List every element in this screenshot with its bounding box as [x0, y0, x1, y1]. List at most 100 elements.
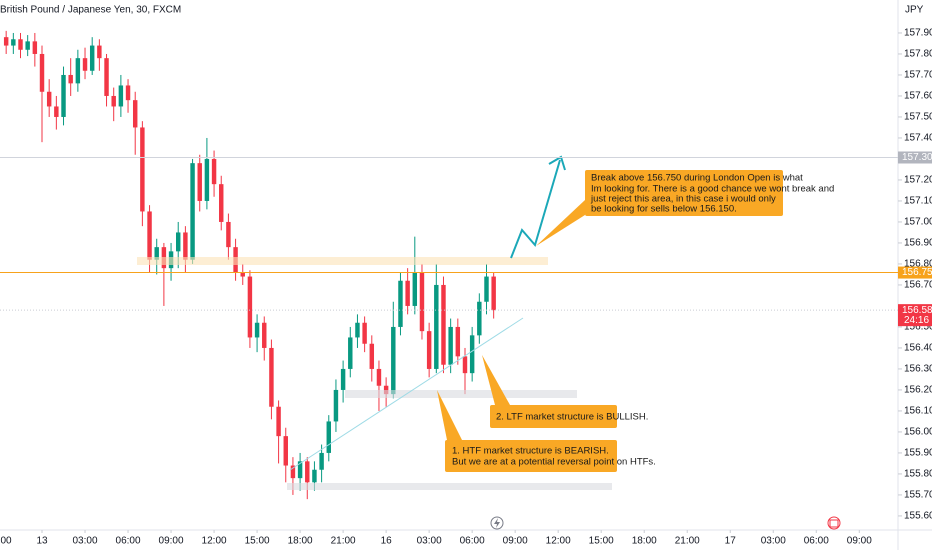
candle	[104, 53, 109, 107]
low-zone	[287, 483, 612, 490]
candle	[369, 335, 375, 382]
candle	[46, 79, 52, 117]
candle-body	[147, 211, 152, 260]
candle-body	[82, 58, 88, 71]
candle-body	[190, 163, 195, 260]
candle	[211, 150, 217, 197]
callout-box	[585, 170, 783, 216]
x-tick-label: 03:00	[417, 536, 442, 547]
candle	[240, 263, 245, 285]
candle	[376, 360, 382, 411]
x-tick-label: 09:00	[503, 536, 528, 547]
price-tag	[898, 151, 932, 164]
x-tick-label: 03:00	[73, 536, 98, 547]
candle	[54, 95, 59, 130]
candle	[477, 293, 482, 344]
callout-box	[445, 440, 617, 472]
projection-arrow	[510, 159, 561, 259]
candle-body	[477, 301, 482, 336]
candle	[426, 322, 432, 378]
candle-body	[369, 343, 375, 369]
candle	[190, 158, 195, 264]
candle-body	[68, 74, 73, 84]
candle	[355, 314, 360, 348]
candle	[262, 316, 267, 361]
candle-body	[118, 85, 124, 107]
annotation-text: be looking for sells below 156.150.	[591, 204, 737, 215]
annotation-text: just reject this area, in this case i wo…	[590, 194, 776, 205]
event-icon[interactable]	[490, 516, 504, 530]
y-tick-label: 155.900	[904, 448, 932, 459]
candle-body	[297, 461, 303, 479]
trendline	[289, 317, 524, 471]
candle-body	[111, 95, 116, 107]
candle	[75, 49, 81, 92]
x-tick-label: 15:00	[245, 536, 270, 547]
callout-pointer	[437, 390, 462, 440]
candle	[305, 457, 310, 500]
candle-body	[54, 106, 59, 117]
y-tick-label: 156.400	[904, 343, 932, 354]
candle	[319, 444, 324, 483]
candle-body	[419, 272, 425, 332]
y-tick-label: 156.900	[904, 238, 932, 249]
candle-body	[247, 276, 253, 338]
candle-body	[383, 385, 389, 395]
candle-body	[398, 280, 403, 327]
x-tick-label: 12:00	[546, 536, 571, 547]
candle-body	[484, 276, 489, 302]
x-tick-label: 21:00	[675, 536, 700, 547]
y-tick-label: 156.500	[904, 322, 932, 333]
candle-body	[240, 272, 245, 277]
candle	[204, 137, 210, 210]
x-tick-label: 00	[0, 536, 12, 547]
candle	[391, 301, 396, 399]
currency-label: JPY	[905, 5, 924, 16]
y-tick-label: 157.800	[904, 49, 932, 60]
candle	[412, 236, 418, 315]
y-tick-label: 157.600	[904, 91, 932, 102]
candle-body	[491, 276, 496, 311]
x-tick-label: 15:00	[589, 536, 614, 547]
candle-body	[434, 284, 439, 369]
price-tag	[898, 266, 932, 279]
candle-body	[3, 37, 9, 46]
x-tick-label: 06:00	[460, 536, 485, 547]
candle	[448, 318, 453, 374]
price-tag	[898, 304, 932, 327]
x-tick-label: 06:00	[804, 536, 829, 547]
candle-body	[455, 326, 461, 357]
candle-body	[469, 335, 475, 374]
x-tick-label: 09:00	[847, 536, 872, 547]
candle-body	[355, 322, 360, 338]
candle-body	[276, 406, 281, 437]
x-tick-label: 18:00	[288, 536, 313, 547]
candle	[68, 58, 73, 96]
annotation-text: 1. HTF market structure is BEARISH.	[452, 446, 609, 457]
candle	[419, 263, 425, 340]
annotation-text: Im looking for. There is a good chance w…	[591, 184, 834, 195]
candle-body	[448, 326, 453, 365]
candle-body	[319, 452, 324, 470]
candle-body	[11, 39, 16, 46]
y-tick-label: 156.300	[904, 364, 932, 375]
candle	[455, 318, 461, 365]
candle-body	[104, 58, 109, 96]
candle	[32, 32, 38, 67]
candle	[61, 66, 66, 126]
candle-body	[462, 356, 468, 374]
calendar-icon[interactable]	[827, 516, 841, 530]
candle	[340, 360, 346, 403]
candle-body	[125, 85, 131, 101]
candle-body	[89, 45, 95, 71]
candle-body	[333, 389, 339, 422]
candle	[89, 37, 95, 75]
candle-body	[183, 232, 188, 260]
candle-body	[211, 158, 217, 185]
x-tick-label: 16	[381, 536, 393, 547]
candle-body	[46, 91, 52, 107]
candle-body	[305, 461, 310, 483]
candle	[276, 400, 281, 464]
candle-body	[262, 322, 267, 348]
